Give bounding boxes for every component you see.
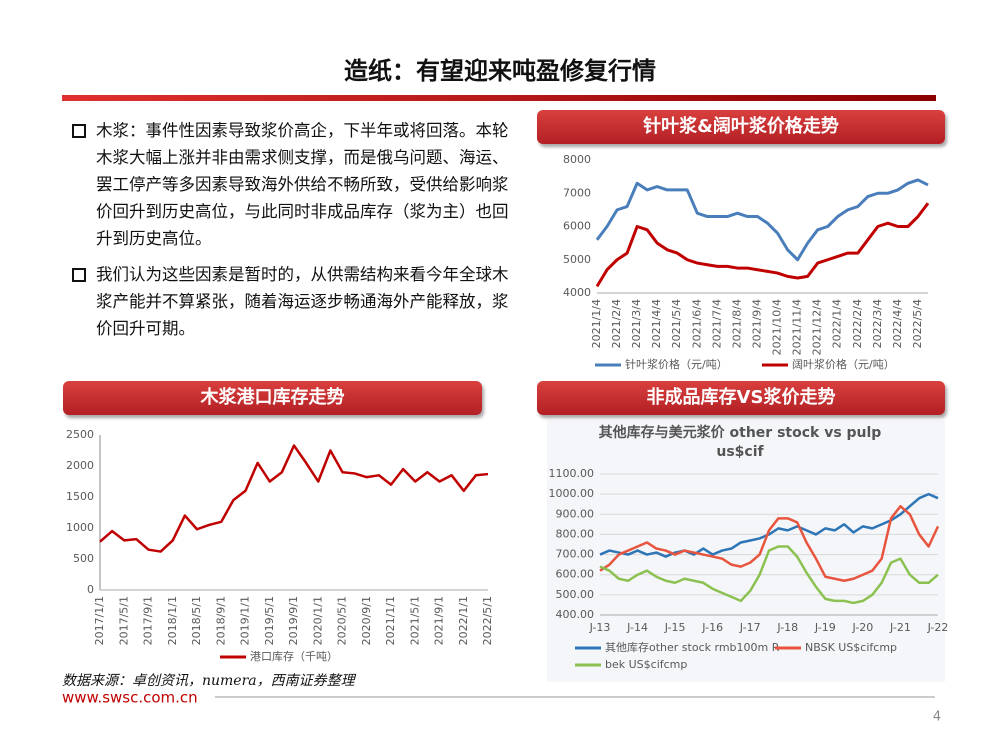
- series-line: [599, 492, 939, 558]
- series-line: [99, 444, 489, 553]
- y-tick-label: 1000: [66, 521, 94, 534]
- y-tick-label: 1500: [66, 490, 94, 503]
- x-tick-label: 2022/3/4: [871, 299, 884, 348]
- y-tick-label: 7000: [563, 186, 591, 199]
- x-tick-label: 2021/9/4: [750, 299, 763, 348]
- y-tick-label: 1000.00: [549, 487, 595, 500]
- page-number: 4: [933, 710, 941, 725]
- x-tick-label: 2017/9/1: [142, 596, 155, 645]
- x-tick-label: 2018/5/1: [190, 596, 203, 645]
- y-tick-label: 400.00: [556, 608, 595, 621]
- source: 数据来源：卓创资讯，numera，西南证券整理: [62, 673, 357, 689]
- y-tick-label: 900.00: [556, 507, 595, 520]
- x-tick-label: J-22: [927, 621, 949, 634]
- x-tick-label: 2021/4/4: [650, 299, 663, 348]
- legend-label: 港口库存（千吨）: [250, 649, 338, 663]
- x-tick-label: 2021/1/1: [384, 596, 397, 645]
- title-rule: [62, 95, 936, 101]
- series-line: [599, 504, 940, 583]
- x-tick-label: 2021/8/4: [730, 299, 743, 348]
- y-tick-label: 2500: [66, 428, 94, 441]
- footer-url: www.swsc.com.cn: [62, 689, 198, 707]
- series-line: [599, 545, 939, 605]
- y-tick-label: 1100.00: [549, 467, 595, 480]
- x-tick-label: 2022/5/4: [911, 299, 924, 348]
- x-tick-label: J-16: [701, 621, 723, 634]
- x-tick-label: 2020/1/1: [311, 596, 324, 645]
- panel-heading: 木浆港口库存走势: [63, 381, 482, 415]
- x-tick-label: 2021/5/4: [670, 299, 683, 348]
- x-tick-label: 2022/1/4: [831, 299, 844, 348]
- x-tick-label: 2020/9/1: [360, 596, 373, 645]
- x-tick-label: 2021/1/4: [590, 299, 603, 348]
- x-tick-label: 2022/5/1: [481, 596, 494, 645]
- x-tick-label: J-17: [739, 621, 761, 634]
- x-tick-label: 2018/1/1: [166, 596, 179, 645]
- x-tick-label: 2021/6/4: [690, 299, 703, 348]
- y-tick-label: 0: [87, 583, 94, 596]
- y-tick-label: 8000: [563, 153, 591, 166]
- y-tick-label: 800.00: [556, 527, 595, 540]
- legend-label: NBSK US$cifcmp: [805, 641, 897, 654]
- x-tick-label: 2019/1/1: [239, 596, 252, 645]
- x-tick-label: 2021/7/4: [710, 299, 723, 348]
- x-tick-label: J-13: [589, 621, 611, 634]
- x-tick-label: 2021/3/4: [630, 299, 643, 348]
- bullet: 我们认为这些因素是暂时的，从供需结构来看今年全球木浆产能并不算紧张，随着海运逐步…: [72, 261, 516, 342]
- y-tick-label: 700.00: [556, 548, 595, 561]
- x-tick-label: 2019/9/1: [287, 596, 300, 645]
- x-tick-label: J-18: [776, 621, 798, 634]
- x-tick-label: 2022/2/4: [851, 299, 864, 348]
- series-line: [595, 178, 929, 262]
- x-tick-label: 2021/5/1: [408, 596, 421, 645]
- x-tick-label: J-20: [851, 621, 873, 634]
- y-tick-label: 5000: [563, 253, 591, 266]
- x-tick-label: 2018/9/1: [214, 596, 227, 645]
- y-tick-label: 600.00: [556, 568, 595, 581]
- y-tick-label: 500: [73, 552, 94, 565]
- panel-heading: 非成品库存VS浆价走势: [537, 381, 945, 415]
- x-tick-label: 2021/12/4: [811, 299, 824, 355]
- x-tick-label: 2021/11/4: [791, 299, 804, 355]
- y-tick-label: 500.00: [556, 588, 595, 601]
- legend-label: 针叶浆价格（元/吨）: [625, 357, 728, 371]
- slide-title: 造纸：有望迎来吨盈修复行情: [344, 57, 656, 85]
- x-tick-label: J-19: [814, 621, 836, 634]
- x-tick-label: 2021/2/4: [610, 299, 623, 348]
- legend-label: 阔叶浆价格（元/吨）: [792, 357, 895, 371]
- x-tick-label: 2021/9/1: [433, 596, 446, 645]
- y-tick-label: 4000: [563, 286, 591, 299]
- x-tick-label: J-15: [664, 621, 686, 634]
- x-tick-label: J-21: [889, 621, 911, 634]
- x-tick-label: 2017/1/1: [93, 596, 106, 645]
- x-tick-label: 2022/4/4: [891, 299, 904, 348]
- chart-title: 其他库存与美元浆价 other stock vs pulp us$cif: [598, 425, 882, 460]
- x-tick-label: 2021/10/4: [771, 299, 784, 355]
- series-line: [595, 202, 930, 288]
- bullet: 木浆：事件性因素导致浆价高企，下半年或将回落。本轮木浆大幅上涨并非由需求侧支撑，…: [72, 117, 516, 252]
- x-tick-label: 2022/1/1: [457, 596, 470, 645]
- x-tick-label: J-14: [626, 621, 648, 634]
- legend-label: 其他库存other stock rmb100m R: [605, 640, 780, 654]
- x-tick-label: 2020/5/1: [336, 596, 349, 645]
- x-tick-label: 2017/5/1: [117, 596, 130, 645]
- panel-heading: 针叶浆&阔叶浆价格走势: [537, 110, 945, 144]
- x-tick-label: 2019/5/1: [263, 596, 276, 645]
- y-tick-label: 2000: [66, 459, 94, 472]
- legend-label: bek US$cifcmp: [605, 658, 687, 671]
- y-tick-label: 6000: [563, 220, 591, 233]
